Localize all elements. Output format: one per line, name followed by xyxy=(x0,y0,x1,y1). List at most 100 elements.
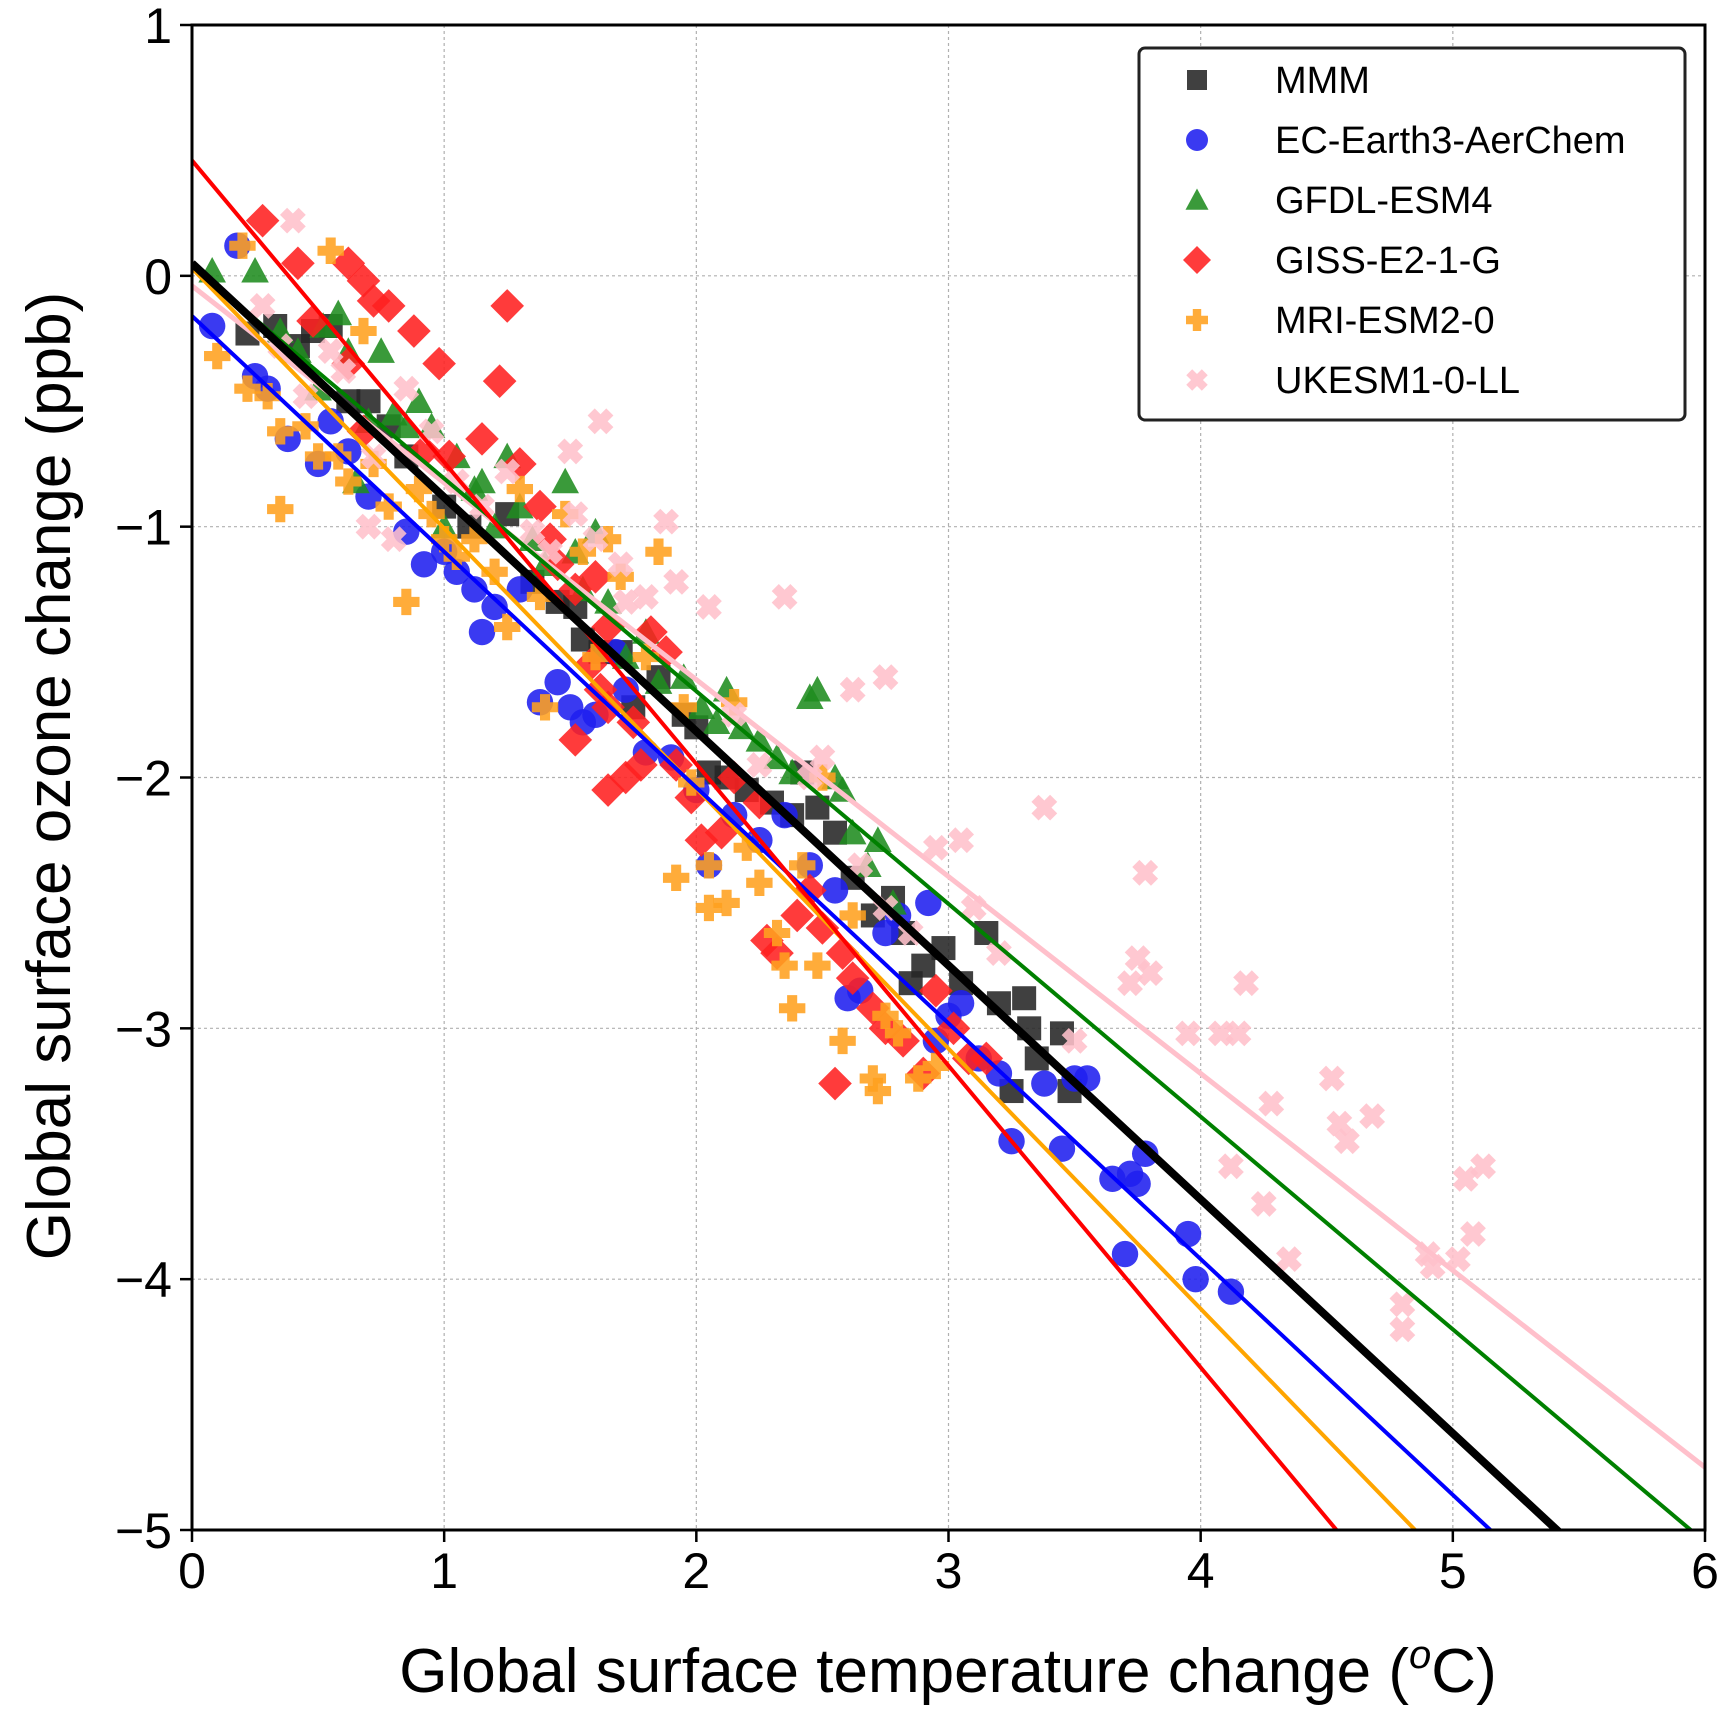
fit-line-giss-e2-1-g xyxy=(192,159,1340,1530)
data-point xyxy=(1218,1153,1244,1180)
legend-item: EC-Earth3-AerChem xyxy=(1186,120,1626,162)
data-point xyxy=(346,414,381,449)
data-point xyxy=(506,492,534,519)
data-point xyxy=(578,560,613,594)
data-point xyxy=(360,450,387,478)
data-point xyxy=(884,1020,912,1047)
data-point xyxy=(465,422,499,456)
data-point xyxy=(872,1002,899,1029)
data-point xyxy=(330,358,357,385)
data-point xyxy=(468,467,496,494)
y-tick-label: −3 xyxy=(115,1001,172,1057)
data-point xyxy=(533,522,567,557)
data-point xyxy=(254,383,281,410)
data-point xyxy=(915,889,942,917)
data-point xyxy=(780,898,814,933)
data-point xyxy=(241,257,269,283)
y-axis-title: Global surface ozone change (ppb) xyxy=(15,292,84,1261)
data-point xyxy=(624,748,658,782)
data-point xyxy=(727,713,756,740)
data-point xyxy=(633,584,659,610)
legend-marker-square-icon xyxy=(1187,70,1207,90)
data-point xyxy=(468,618,496,646)
data-point xyxy=(317,237,344,264)
data-point xyxy=(558,723,593,757)
data-point xyxy=(1444,1246,1471,1272)
data-point xyxy=(828,776,857,802)
data-point xyxy=(839,676,866,703)
data-point xyxy=(1276,1246,1302,1273)
data-point xyxy=(506,576,534,603)
data-point xyxy=(608,760,643,795)
data-point xyxy=(397,314,431,348)
legend: MMM EC-Earth3-AerChem GFDL-ESM4 GISS-E2-1-G… xyxy=(1137,46,1687,422)
data-point xyxy=(919,973,953,1008)
data-point xyxy=(1111,1240,1139,1268)
data-point xyxy=(1470,1153,1496,1180)
data-point xyxy=(490,289,525,323)
x-tick-label: 4 xyxy=(1187,1543,1215,1599)
data-point xyxy=(304,443,332,470)
data-point xyxy=(422,346,456,381)
legend-item: GFDL-ESM4 xyxy=(1185,180,1492,222)
data-point xyxy=(872,664,899,691)
data-point xyxy=(367,337,395,363)
data-point xyxy=(720,689,748,716)
data-point xyxy=(551,467,580,494)
data-point xyxy=(789,852,816,879)
data-point xyxy=(430,526,458,553)
data-point xyxy=(1031,1070,1058,1097)
data-point xyxy=(1359,1103,1386,1130)
data-point xyxy=(1233,970,1259,997)
data-point xyxy=(569,538,597,565)
legend-box xyxy=(1137,46,1687,422)
data-point xyxy=(847,852,874,879)
data-point xyxy=(393,588,420,616)
data-point xyxy=(573,647,608,682)
data-point xyxy=(632,643,660,671)
x-tick-label: 6 xyxy=(1691,1543,1719,1599)
data-point xyxy=(393,375,420,402)
data-point xyxy=(380,526,407,553)
data-point xyxy=(825,936,860,970)
data-point xyxy=(296,304,330,338)
legend-item: UKESM1-0-LL xyxy=(1186,360,1520,402)
data-point xyxy=(267,495,294,523)
data-point xyxy=(771,952,798,979)
data-point xyxy=(702,708,731,735)
data-point xyxy=(612,589,639,615)
y-tick-label: −1 xyxy=(115,500,172,556)
legend-marker-diamond-icon xyxy=(1183,246,1211,274)
data-point xyxy=(763,919,791,947)
data-point xyxy=(1132,859,1159,886)
data-point xyxy=(481,558,508,586)
data-point xyxy=(793,873,827,908)
data-point xyxy=(771,584,798,610)
data-point xyxy=(346,264,381,298)
data-point xyxy=(1460,1221,1486,1247)
data-point xyxy=(905,1065,932,1092)
data-point xyxy=(829,1027,856,1055)
data-point xyxy=(1137,960,1164,987)
data-point xyxy=(371,289,406,323)
data-point xyxy=(355,513,382,540)
data-point xyxy=(482,364,517,398)
data-point xyxy=(804,952,831,979)
legend-label: GISS-E2-1-G xyxy=(1275,240,1501,282)
data-point xyxy=(325,443,352,470)
data-point xyxy=(745,726,774,752)
data-point xyxy=(481,593,508,621)
data-point xyxy=(721,701,748,728)
data-point xyxy=(1250,1191,1277,1217)
y-tick-label: −5 xyxy=(115,1503,172,1559)
data-point xyxy=(1318,1065,1345,1092)
data-point xyxy=(407,434,441,469)
data-point xyxy=(526,583,554,611)
fit-line-ec-earth3-aerchem xyxy=(192,314,1494,1530)
data-point xyxy=(375,493,402,520)
data-point xyxy=(1334,1128,1360,1155)
data-point xyxy=(267,418,294,445)
data-point xyxy=(663,568,690,595)
data-point xyxy=(317,408,344,435)
data-point xyxy=(1389,1316,1416,1343)
